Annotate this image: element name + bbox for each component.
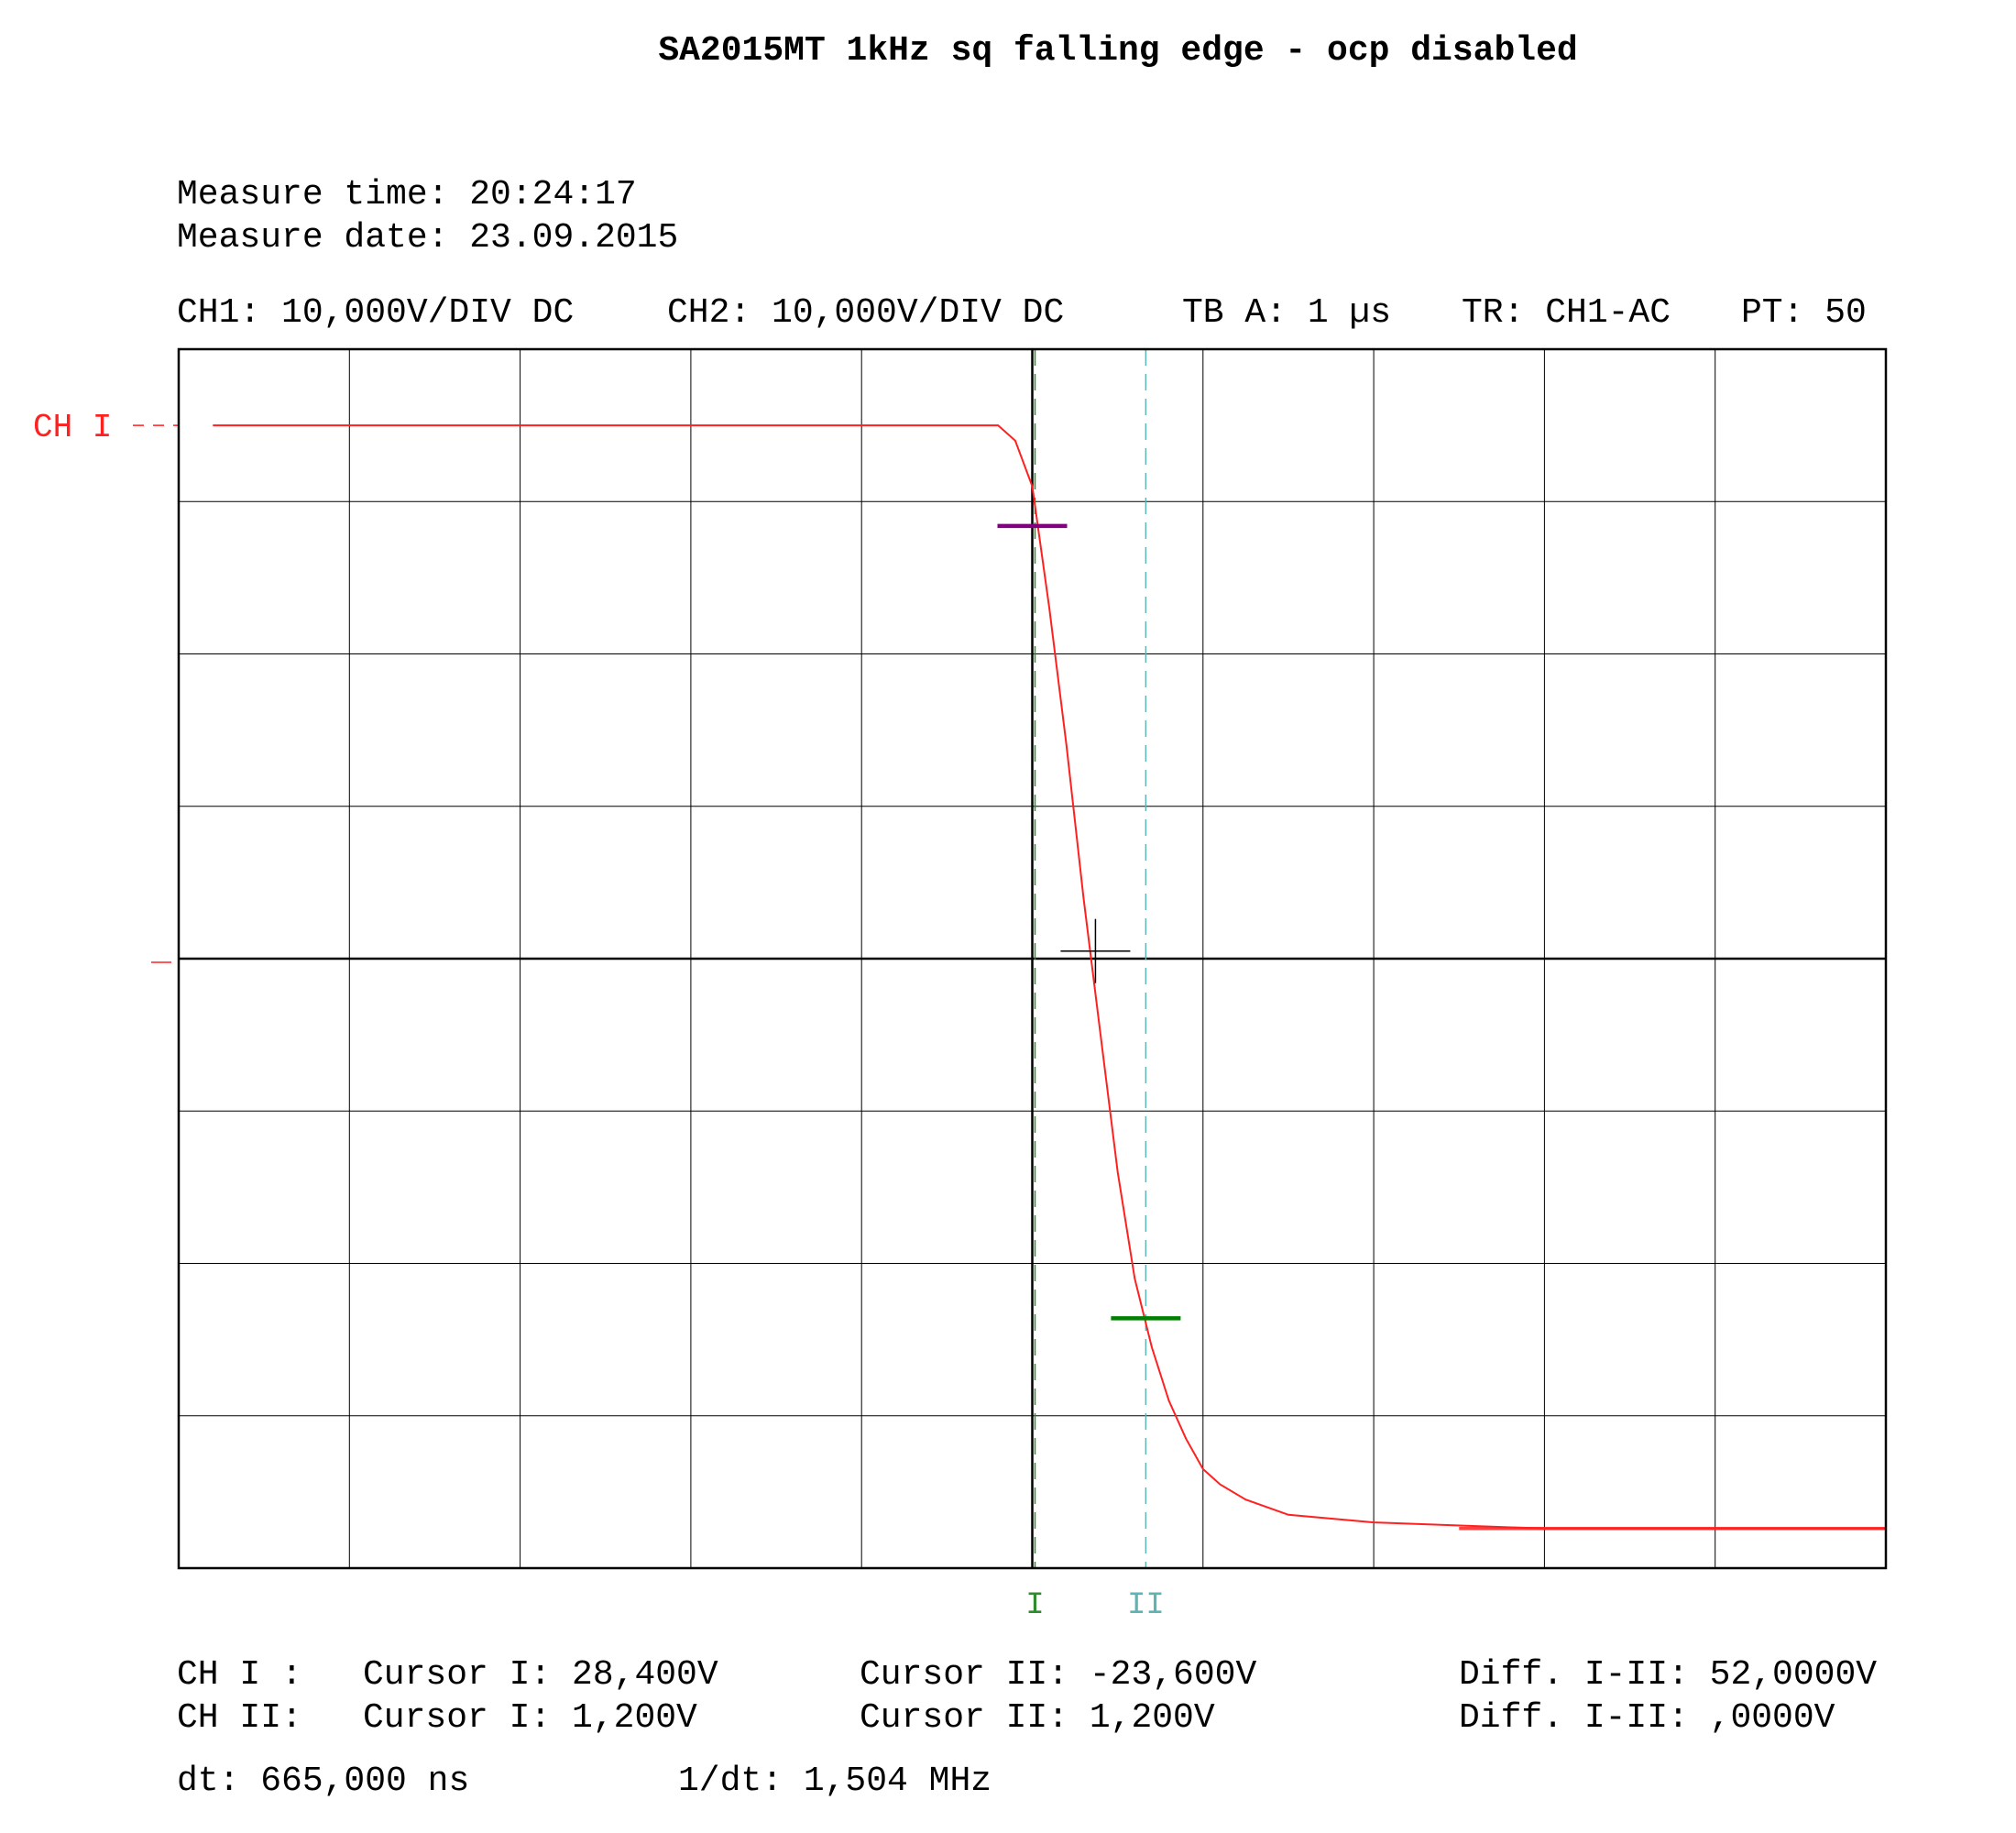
time-cursor-1-label: I xyxy=(1025,1588,1044,1623)
ch1-cursor2-readout: Cursor II: -23,600V xyxy=(860,1655,1257,1695)
inv-dt-readout: 1/dt: 1,504 MHz xyxy=(678,1762,992,1801)
ch2-cursor2-readout: Cursor II: 1,200V xyxy=(860,1698,1215,1738)
ch1-setting: CH1: 10,000V/DIV DC xyxy=(177,293,575,333)
time-cursor-2-label: II xyxy=(1127,1588,1165,1623)
measure-time: Measure time: 20:24:17 xyxy=(177,175,637,214)
ch1-cursor1-readout: Cursor I: 28,400V xyxy=(363,1655,718,1695)
trigger-setting: TR: CH1-AC xyxy=(1462,293,1671,333)
measure-date: Measure date: 23.09.2015 xyxy=(177,218,679,258)
ch1-diff-readout: Diff. I-II: 52,0000V xyxy=(1459,1655,1878,1695)
chart-title: SA2015MT 1kHz sq falling edge - ocp disa… xyxy=(658,31,1578,71)
markers: CH I xyxy=(33,409,1131,983)
timebase-setting: TB A: 1 µs xyxy=(1182,293,1392,333)
ch2-cursor1-readout: Cursor I: 1,200V xyxy=(363,1698,697,1738)
dt-readout: dt: 665,000 ns xyxy=(177,1762,470,1801)
ch1-marker-label: CH I xyxy=(33,409,112,446)
ch2-readout-label: CH II: xyxy=(177,1698,302,1738)
ch2-setting: CH2: 10,000V/DIV DC xyxy=(667,293,1065,333)
level-cursors xyxy=(997,523,1181,1321)
ch1-trace-group xyxy=(213,424,1886,1531)
ch1-readout-label: CH I : xyxy=(177,1655,302,1695)
center-axes xyxy=(179,349,1886,1568)
pt-setting: PT: 50 xyxy=(1741,293,1867,333)
ch2-diff-readout: Diff. I-II: ,0000V xyxy=(1459,1698,1835,1738)
ch1-trace xyxy=(213,424,1886,1530)
plot-frame xyxy=(177,347,1888,1570)
time-cursors: I II xyxy=(1025,349,1165,1623)
